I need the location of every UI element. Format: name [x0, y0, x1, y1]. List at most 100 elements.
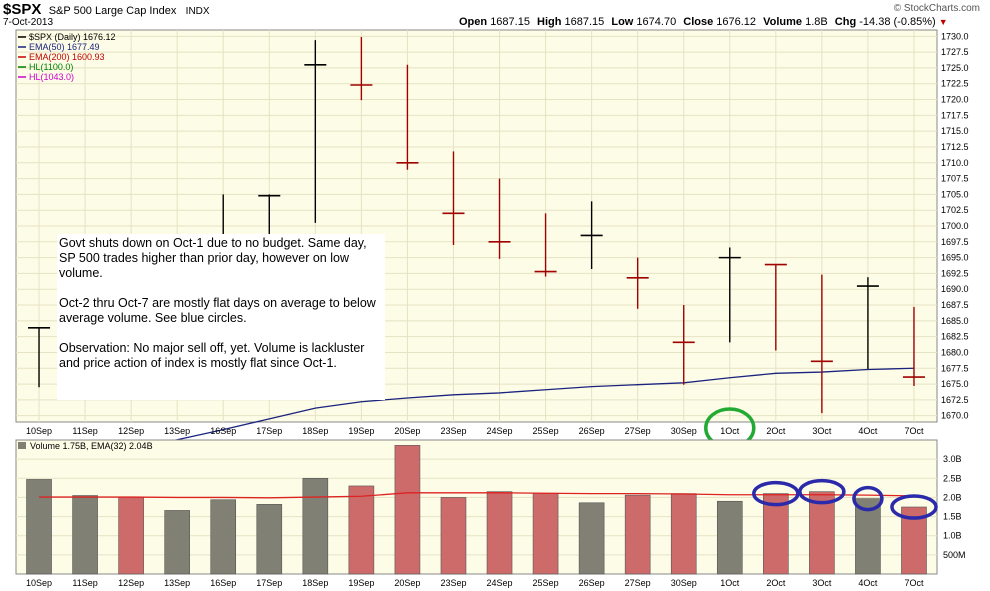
price-tick-label: 1675.0	[941, 379, 969, 389]
volume-bar-26Sep	[578, 502, 605, 575]
open-value: 1687.15	[490, 16, 530, 28]
volume-highlight-circle-2Oct	[752, 480, 800, 507]
volume-bar-2Oct	[763, 493, 789, 575]
exchange: INDX	[185, 6, 210, 17]
price-x-tick-label: 23Sep	[440, 426, 466, 436]
price-x-tick-label: 27Sep	[625, 426, 651, 436]
down-arrow-icon: ▼	[938, 17, 948, 27]
volume-x-tick-label: 11Sep	[72, 578, 97, 588]
annotation-paragraph-1: Govt shuts down on Oct-1 due to no budge…	[59, 236, 367, 280]
volume-highlight-circle-4Oct	[852, 485, 884, 512]
volume-bar-20Sep	[394, 445, 421, 575]
annotation-paragraph-2: Oct-2 thru Oct-7 are mostly flat days on…	[59, 296, 376, 325]
annotation-box: Govt shuts down on Oct-1 due to no budge…	[57, 234, 385, 400]
price-tick-label: 1712.5	[941, 142, 969, 152]
price-tick-label: 1690.0	[941, 284, 969, 294]
legend-entry-0: $SPX (Daily) 1676.12	[29, 32, 116, 42]
volume-x-tick-label: 30Sep	[671, 578, 697, 588]
price-x-tick-label: 19Sep	[348, 426, 374, 436]
volume-panel	[15, 439, 938, 575]
close-value: 1676.12	[716, 16, 757, 28]
volume-x-tick-label: 23Sep	[440, 578, 466, 588]
ema32-volume-line	[39, 492, 914, 499]
volume-bar-25Sep	[532, 492, 559, 575]
price-x-tick-label: 30Sep	[671, 426, 697, 436]
open-label: Open	[459, 16, 488, 28]
volume-x-tick-label: 7Oct	[904, 578, 924, 588]
volume-x-tick-label: 2Oct	[766, 578, 786, 588]
volume-highlight-circle-7Oct	[890, 494, 938, 520]
price-tick-label: 1715.0	[941, 126, 969, 136]
volume-highlight-circle-3Oct	[798, 478, 846, 505]
chart-header-title: $SPX S&P 500 Large Cap Index INDX	[3, 1, 210, 18]
price-tick-label: 1677.5	[941, 363, 969, 373]
low-value: 1674.70	[636, 16, 677, 28]
volume-tick-label: 1.5B	[943, 512, 962, 522]
price-x-tick-label: 18Sep	[302, 426, 328, 436]
chg-label: Chg	[834, 16, 857, 28]
symbol: $SPX	[3, 1, 42, 18]
price-x-tick-label: 12Sep	[118, 426, 144, 436]
volume-x-tick-label: 19Sep	[348, 578, 374, 588]
volume-value: 1.8B	[805, 16, 828, 28]
volume-x-tick-label: 24Sep	[487, 578, 513, 588]
price-tick-label: 1702.5	[941, 205, 969, 215]
price-x-tick-label: 10Sep	[26, 426, 52, 436]
low-label: Low	[611, 16, 634, 28]
price-tick-label: 1672.5	[941, 395, 969, 405]
volume-tick-label: 2.0B	[943, 492, 962, 502]
volume-x-tick-label: 27Sep	[625, 578, 651, 588]
price-tick-label: 1727.5	[941, 47, 969, 57]
volume-tick-label: 1.0B	[943, 531, 962, 541]
price-tick-label: 1705.0	[941, 189, 969, 199]
volume-bar-11Sep	[72, 495, 98, 575]
index-name: S&P 500 Large Cap Index	[48, 5, 177, 17]
close-label: Close	[683, 16, 714, 28]
volume-bar-13Sep	[164, 510, 190, 575]
price-tick-label: 1700.0	[941, 221, 969, 231]
price-x-tick-label: 4Oct	[858, 426, 878, 436]
price-tick-label: 1685.0	[941, 316, 969, 326]
ema50-line	[38, 367, 914, 467]
chart-date: 7-Oct-2013	[3, 17, 54, 28]
volume-bar-27Sep	[624, 494, 651, 575]
price-tick-label: 1695.0	[941, 253, 969, 263]
price-x-tick-label: 24Sep	[487, 426, 513, 436]
high-label: High	[537, 16, 562, 28]
price-x-tick-label: 11Sep	[72, 426, 97, 436]
volume-bar-1Oct	[716, 500, 743, 575]
price-x-tick-label: 25Sep	[533, 426, 559, 436]
price-tick-label: 1697.5	[941, 237, 969, 247]
price-tick-label: 1730.0	[941, 31, 969, 41]
volume-x-tick-label: 1Oct	[720, 578, 740, 588]
volume-bar-18Sep	[302, 477, 329, 575]
volume-x-tick-label: 25Sep	[533, 578, 559, 588]
annotation-paragraph-3: Observation: No major sell off, yet. Vol…	[59, 341, 365, 370]
legend-entry-1: EMA(50) 1677.49	[29, 42, 100, 52]
price-tick-label: 1682.5	[941, 332, 969, 342]
volume-tick-label: 3.0B	[943, 454, 962, 464]
price-x-tick-label: 17Sep	[256, 426, 282, 436]
volume-x-tick-label: 20Sep	[394, 578, 420, 588]
volume-x-tick-label: 17Sep	[256, 578, 282, 588]
legend-entry-4: HL(1043.0)	[29, 72, 74, 82]
price-x-tick-label: 16Sep	[210, 426, 236, 436]
price-x-tick-label: 1Oct	[720, 426, 740, 436]
volume-legend-entry: Volume 1.75B, EMA(32) 2.04B	[30, 441, 153, 451]
price-x-tick-label: 3Oct	[812, 426, 832, 436]
volume-x-tick-label: 4Oct	[858, 578, 878, 588]
volume-x-tick-label: 12Sep	[118, 578, 144, 588]
volume-x-tick-label: 13Sep	[164, 578, 190, 588]
volume-bar-24Sep	[486, 491, 513, 575]
chg-value: -14.38 (-0.85%)	[859, 16, 936, 28]
price-tick-label: 1710.0	[941, 158, 969, 168]
volume-x-tick-label: 10Sep	[26, 578, 52, 588]
volume-bar-23Sep	[440, 497, 467, 575]
volume-bar-19Sep	[348, 485, 375, 575]
credit: © StockCharts.com	[893, 3, 980, 14]
volume-label: Volume	[763, 16, 803, 28]
volume-tick-label: 500M	[943, 550, 966, 560]
price-tick-label: 1680.0	[941, 347, 969, 357]
volume-tick-label: 2.5B	[943, 473, 962, 483]
